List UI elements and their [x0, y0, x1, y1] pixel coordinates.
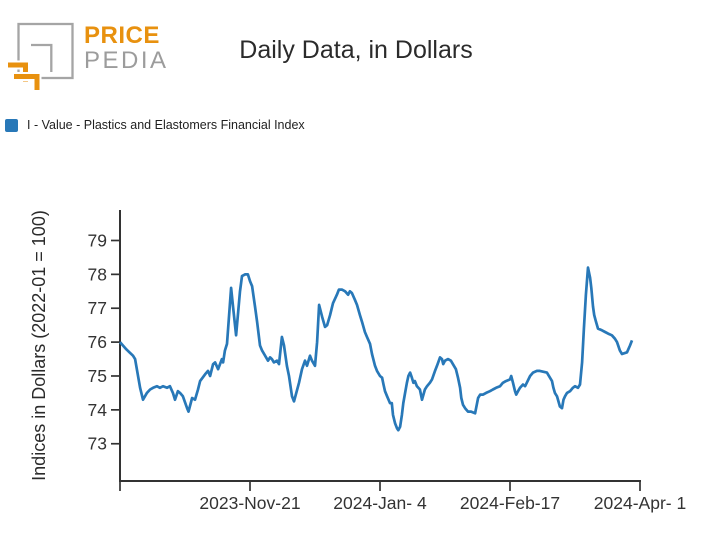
y-tick-label: 79 [88, 230, 107, 250]
logo-inner-corner [31, 43, 53, 72]
x-tick-label: 2024-Apr- 1 [594, 493, 686, 513]
pricepedia-logo: PRICE PEDIA [84, 24, 169, 73]
logo-square-outline [17, 22, 74, 80]
y-tick-label: 76 [88, 332, 107, 352]
logo-text-pedia: PEDIA [84, 47, 169, 74]
y-tick-label: 73 [88, 434, 107, 454]
y-tick-label: 74 [88, 400, 108, 420]
pricepedia-logo-icon [8, 22, 74, 90]
legend-swatch[interactable] [5, 118, 18, 132]
chart-title: Daily Data, in Dollars [239, 36, 473, 64]
logo-text-price: PRICE [84, 22, 160, 49]
x-tick-label: 2024-Jan- 4 [333, 493, 427, 513]
y-axis-title: Indices in Dollars (2022-01 = 100) [29, 210, 49, 481]
legend-label: I - Value - Plastics and Elastomers Fina… [27, 118, 305, 132]
y-tick-label: 75 [88, 366, 107, 386]
x-tick-label: 2024-Feb-17 [460, 493, 560, 513]
logo-chevron-inner [14, 74, 40, 90]
y-tick-label: 78 [88, 264, 107, 284]
y-tick-label: 77 [88, 298, 107, 318]
series-line-plastics-index[interactable] [118, 266, 634, 432]
legend-item-plastics-index[interactable]: I - Value - Plastics and Elastomers Fina… [5, 118, 305, 132]
x-tick-label: 2023-Nov-21 [199, 493, 300, 513]
